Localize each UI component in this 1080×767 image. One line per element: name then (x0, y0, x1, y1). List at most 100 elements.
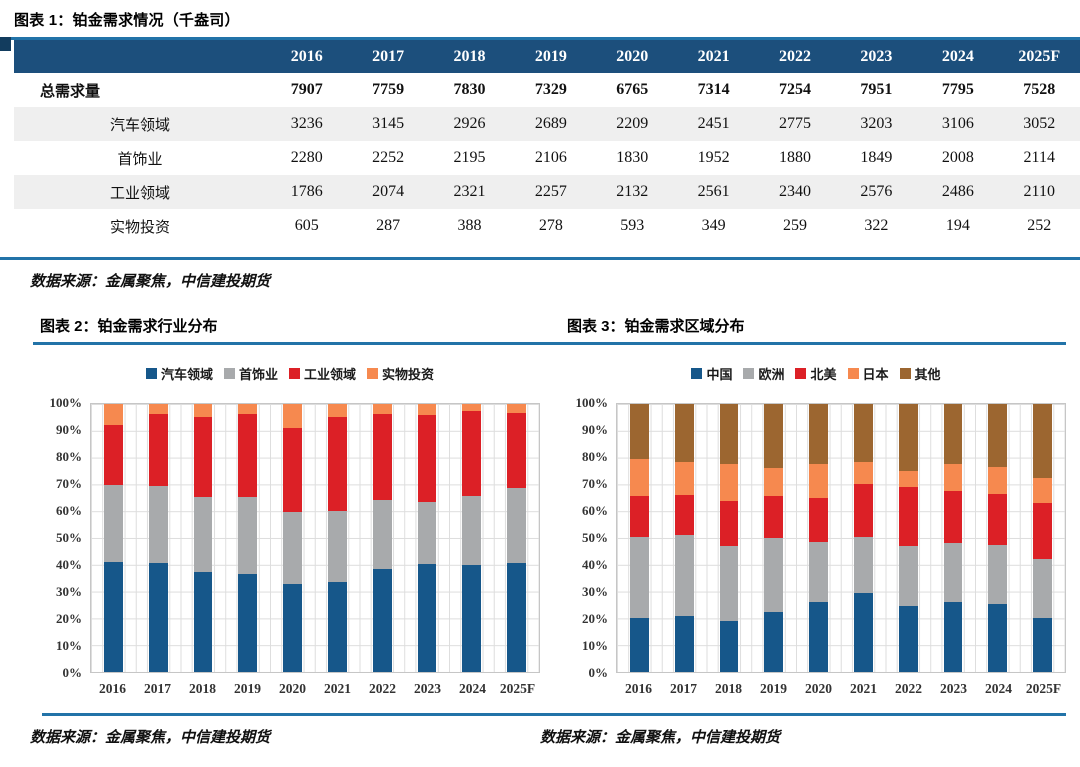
column-header: 2018 (453, 47, 486, 65)
bar-segment (629, 496, 649, 537)
bar-segment (372, 404, 392, 414)
stacked-bar-2019 (238, 404, 258, 672)
bar-segment (238, 414, 258, 497)
bar-segment (238, 496, 258, 574)
stacked-bar-2016 (103, 404, 123, 672)
bar-segment (372, 500, 392, 570)
bar-segment (853, 536, 873, 593)
legend-item: 工业领域 (289, 364, 356, 383)
bar-segment (988, 544, 1008, 604)
y-tick-label: 30% (582, 584, 608, 599)
bar-segment (1033, 559, 1052, 619)
plot-wrap: 100% 90% 80% 70% 60% 50% 40% 30% 20% 10% 0% (40, 395, 540, 680)
bar-segment (1033, 503, 1052, 560)
y-tick-label: 70% (582, 476, 608, 491)
plot-area (616, 403, 1066, 673)
figure1-source: 数据来源：金属聚焦，中信建投期货 (30, 274, 271, 290)
x-tick-label: 2018 (189, 681, 216, 696)
table-cell: 2561 (697, 183, 730, 200)
bar-slot (796, 404, 841, 672)
bar-segment (193, 417, 213, 497)
bar-segment (629, 618, 649, 672)
bar-segment (764, 496, 784, 539)
bar-segment (943, 602, 963, 672)
bar-segment (674, 495, 694, 536)
table-row: 总需求量 7907 7759 7830 7329 6765 7314 7254 7951 7795… (14, 73, 1080, 107)
bar-segment (462, 404, 482, 411)
bar-segment (629, 458, 649, 497)
table-cell: 7907 (290, 81, 323, 98)
figure2-title: 图表 2：铂金需求行业分布 (40, 318, 218, 335)
x-tick-label: 2020 (805, 681, 832, 696)
table-top-rule (0, 37, 1080, 51)
table-header: 2016 2017 2018 2019 2020 2021 2022 2023 2024 2025… (14, 40, 1080, 73)
chart-titles-row: 图表 2：铂金需求行业分布 图表 3：铂金需求区域分布 (0, 315, 1080, 336)
bar-segment (764, 538, 784, 612)
bar-segment (898, 404, 918, 472)
table-cell: 7795 (941, 81, 974, 98)
legend-swatch-icon (367, 367, 379, 379)
x-axis: 2016 2017 2018 2019 2020 2021 2022 2023 2024 2025… (90, 681, 540, 697)
x-tick-label: 2016 (625, 681, 652, 696)
platinum-demand-table: 2016 2017 2018 2019 2020 2021 2022 2023 2024 2025… (14, 40, 1080, 243)
bar-slot (225, 404, 270, 672)
legend-label: 汽车领域 (160, 366, 213, 382)
x-tick-label: 2017 (670, 681, 697, 696)
y-tick-label: 60% (582, 503, 608, 518)
plot-area (90, 403, 540, 673)
table-cell: 1849 (860, 149, 893, 166)
bar-segment (719, 546, 739, 622)
legend-item: 首饰业 (223, 364, 278, 383)
table-cell: 2689 (534, 115, 567, 132)
bar-segment (674, 535, 694, 616)
y-tick-label: 20% (582, 611, 608, 626)
plot-wrap: 100% 90% 80% 70% 60% 50% 40% 30% 20% 10% 0% (566, 395, 1066, 680)
bar-segment (103, 404, 123, 425)
column-header: 2016 (290, 47, 323, 65)
stacked-bar-2018 (719, 404, 739, 672)
stacked-bar-2024 (988, 404, 1008, 672)
legend-swatch-icon (743, 367, 755, 379)
stacked-bar-2020 (283, 404, 302, 672)
bar-segment (283, 404, 302, 428)
bar-segment (238, 573, 258, 672)
table-body: 总需求量 7907 7759 7830 7329 6765 7314 7254 7951 7795… (14, 73, 1080, 243)
column-header: 2025F (1018, 47, 1061, 65)
legend-label: 北美 (810, 366, 837, 382)
legend-label: 欧洲 (758, 366, 785, 382)
bar-segment (898, 471, 918, 488)
column-header: 2019 (534, 47, 567, 65)
bar-segment (809, 542, 828, 603)
bar-segment (417, 404, 437, 415)
header-row: 2016 2017 2018 2019 2020 2021 2022 2023 2024 2025… (14, 40, 1080, 73)
bar-segment (507, 563, 526, 672)
bar-segment (943, 464, 963, 492)
bar-segment (148, 485, 168, 564)
table-cell: 322 (864, 217, 889, 234)
x-tick-label: 2021 (324, 681, 351, 696)
table-cell: 1880 (779, 149, 812, 166)
bar-segment (764, 404, 784, 469)
bar-slot (886, 404, 931, 672)
y-tick-label: 80% (56, 449, 82, 464)
stacked-bar-2017 (148, 404, 168, 672)
bar-slot (617, 404, 662, 672)
stacked-bar-2019 (764, 404, 784, 672)
legend-label: 工业领域 (304, 366, 357, 382)
table-cell: 349 (701, 217, 726, 234)
bar-segment (238, 404, 258, 415)
legend-label: 其他 (914, 366, 941, 382)
bar-segment (507, 404, 526, 413)
bar-segment (193, 571, 213, 672)
bar-segment (148, 563, 168, 672)
x-tick-label: 2023 (940, 681, 967, 696)
chart-titles-rule (33, 342, 1066, 345)
row-label: 首饰业 (117, 150, 163, 168)
legend-item: 北美 (795, 364, 837, 383)
row-label: 实物投资 (109, 218, 170, 236)
bar-segment (809, 497, 828, 543)
legend-swatch-icon (847, 367, 859, 379)
legend-swatch-icon (289, 367, 300, 379)
bar-segment (327, 416, 347, 511)
table-cell: 7951 (860, 81, 893, 98)
